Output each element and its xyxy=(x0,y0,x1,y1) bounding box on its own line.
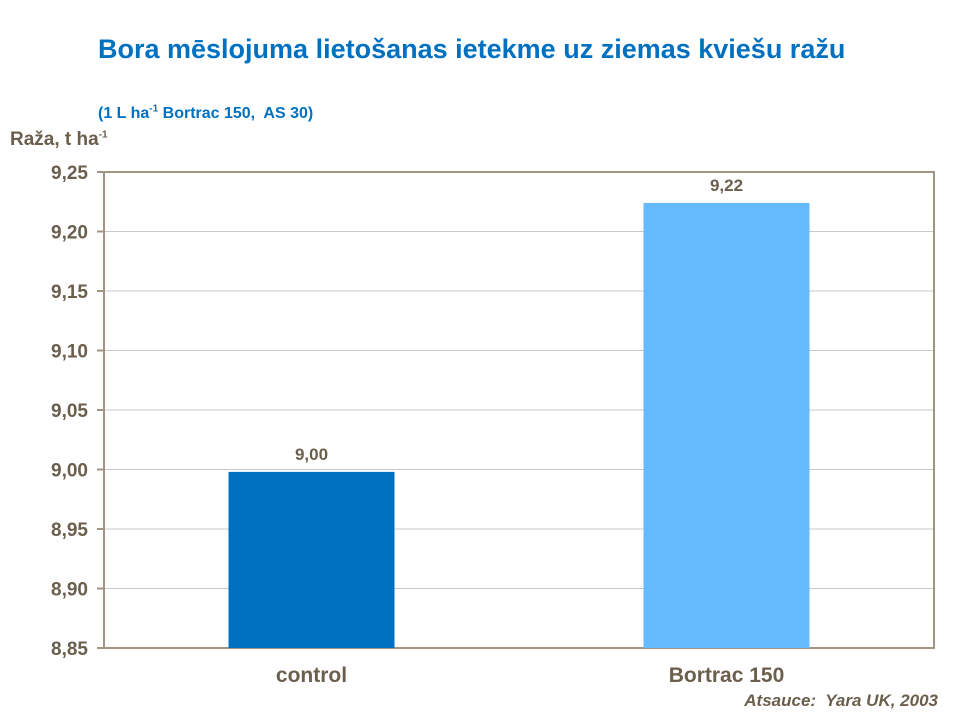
subtitle-superscript: -1 xyxy=(149,103,159,115)
bar xyxy=(643,202,810,648)
y-tick-label: 8,85 xyxy=(51,639,88,660)
y-tick-label: 9,15 xyxy=(51,282,88,303)
y-axis-label-superscript: -1 xyxy=(98,129,108,141)
y-axis-label: Raža, t ha-1 xyxy=(10,128,108,152)
y-tick-label: 9,25 xyxy=(51,163,88,184)
y-tick-label: 9,05 xyxy=(51,401,88,422)
subtitle-text-post: Bortrac 150, AS 30) xyxy=(158,105,314,122)
y-tick-label: 8,95 xyxy=(51,520,88,541)
chart-title: Bora mēslojuma lietošanas ietekme uz zie… xyxy=(98,34,846,64)
data-label: 9,22 xyxy=(710,176,743,195)
y-tick-label: 9,20 xyxy=(51,223,88,244)
y-axis-label-text: Raža, t ha xyxy=(10,129,99,150)
y-tick-label: 9,00 xyxy=(51,461,88,482)
y-tick-label: 8,90 xyxy=(51,580,88,601)
bar xyxy=(228,471,395,648)
source-note: Atsauce: Yara UK, 2003 xyxy=(744,691,938,710)
subtitle-text-pre: (1 L ha xyxy=(98,105,150,122)
x-category-label: Bortrac 150 xyxy=(669,664,785,687)
y-tick-label: 9,10 xyxy=(51,342,88,363)
data-label: 9,00 xyxy=(295,445,328,464)
x-category-label: control xyxy=(276,664,347,687)
chart-subtitle: (1 L ha-1 Bortrac 150, AS 30) xyxy=(98,104,313,124)
